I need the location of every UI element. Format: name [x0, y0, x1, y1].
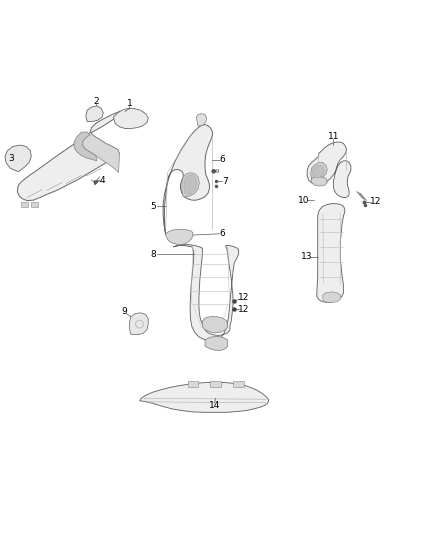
Text: 8: 8 [151, 250, 156, 259]
Text: 6: 6 [219, 229, 226, 238]
Polygon shape [182, 173, 199, 197]
Polygon shape [163, 125, 212, 235]
Text: 6: 6 [219, 155, 226, 164]
Text: 10: 10 [298, 196, 310, 205]
Polygon shape [184, 175, 196, 195]
Polygon shape [86, 106, 103, 122]
Polygon shape [166, 229, 193, 245]
Polygon shape [196, 114, 207, 126]
Polygon shape [173, 245, 239, 341]
Text: 5: 5 [151, 202, 156, 211]
Text: 9: 9 [121, 306, 127, 316]
Text: 11: 11 [328, 132, 339, 141]
Polygon shape [17, 111, 125, 200]
Polygon shape [113, 108, 148, 128]
Text: 1: 1 [127, 99, 132, 108]
Text: 14: 14 [209, 401, 220, 410]
Polygon shape [31, 202, 38, 207]
Polygon shape [130, 313, 148, 335]
Polygon shape [312, 165, 325, 178]
Text: 12: 12 [238, 305, 249, 314]
Polygon shape [311, 177, 327, 186]
Text: 13: 13 [300, 253, 312, 261]
Bar [210, 381, 221, 386]
Polygon shape [5, 145, 31, 171]
Text: 3: 3 [9, 154, 14, 163]
Text: 4: 4 [100, 175, 106, 184]
Polygon shape [83, 132, 120, 173]
Polygon shape [317, 204, 345, 302]
Polygon shape [140, 382, 269, 413]
Polygon shape [205, 336, 228, 350]
Text: 12: 12 [370, 197, 381, 206]
Bar [187, 381, 198, 386]
Text: 7: 7 [222, 177, 228, 186]
Polygon shape [202, 317, 228, 333]
Polygon shape [323, 292, 340, 302]
Polygon shape [74, 132, 97, 161]
Bar [233, 381, 244, 386]
Text: 2: 2 [93, 97, 99, 106]
Polygon shape [21, 202, 28, 207]
Polygon shape [307, 142, 351, 198]
Text: 12: 12 [238, 294, 249, 302]
Text: ●9: ●9 [211, 169, 220, 174]
Polygon shape [311, 163, 327, 179]
